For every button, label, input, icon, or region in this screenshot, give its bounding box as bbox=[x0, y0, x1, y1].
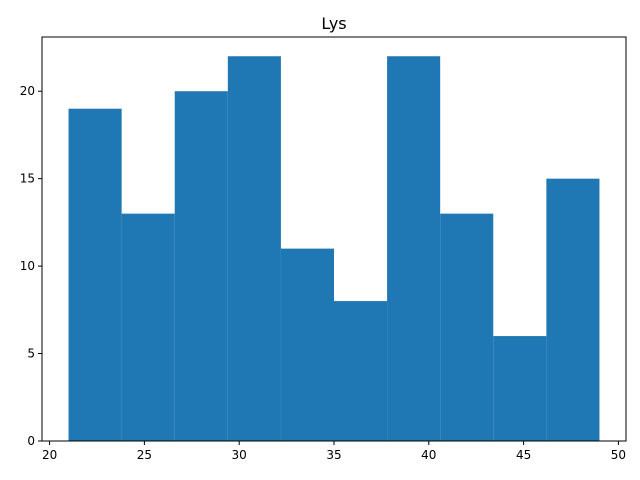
x-tick-label: 30 bbox=[232, 448, 247, 462]
histogram-bar-8 bbox=[440, 213, 494, 441]
histogram-bar-5 bbox=[280, 248, 334, 441]
histogram-bar-7 bbox=[387, 56, 441, 441]
histogram-bar-1 bbox=[68, 108, 122, 441]
bars-group bbox=[68, 56, 600, 441]
x-tick-label: 45 bbox=[516, 448, 531, 462]
histogram-bar-6 bbox=[334, 301, 388, 441]
x-axis-ticks: 20 25 30 35 40 45 50 bbox=[42, 441, 626, 462]
histogram-bar-4 bbox=[227, 56, 281, 441]
histogram-bar-2 bbox=[121, 213, 175, 441]
y-tick-label: 10 bbox=[20, 259, 35, 273]
y-axis-ticks: 0 5 10 15 20 bbox=[20, 84, 42, 448]
histogram-bar-3 bbox=[174, 91, 228, 441]
y-tick-label: 5 bbox=[27, 347, 35, 361]
y-tick-label: 15 bbox=[20, 172, 35, 186]
histogram-bar-10 bbox=[546, 178, 600, 441]
histogram-bar-9 bbox=[493, 336, 547, 441]
y-tick-label: 20 bbox=[20, 84, 35, 98]
x-tick-label: 35 bbox=[326, 448, 341, 462]
x-tick-label: 40 bbox=[421, 448, 436, 462]
y-tick-label: 0 bbox=[27, 434, 35, 448]
x-tick-label: 25 bbox=[137, 448, 152, 462]
plot-frame bbox=[41, 36, 627, 442]
x-tick-label: 50 bbox=[611, 448, 626, 462]
chart-title: Lys bbox=[321, 14, 346, 33]
x-tick-label: 20 bbox=[42, 448, 57, 462]
